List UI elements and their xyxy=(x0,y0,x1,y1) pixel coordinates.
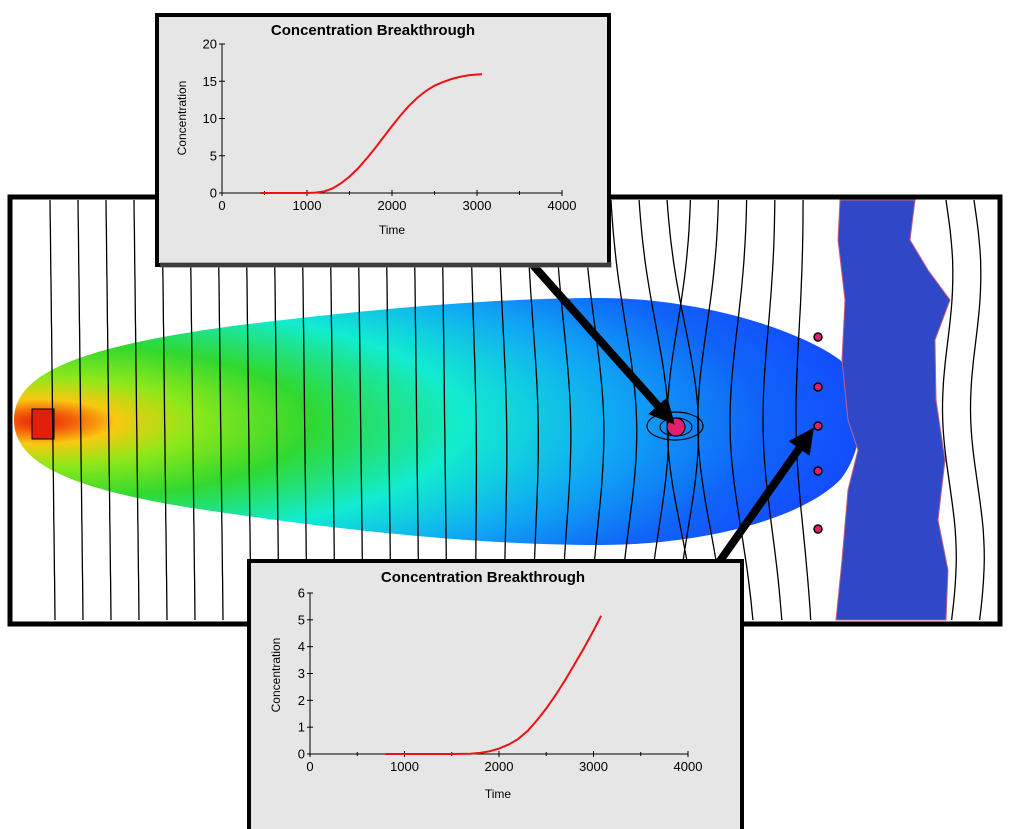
x-tick-label: 3000 xyxy=(463,198,492,213)
head-contour-line xyxy=(582,199,605,621)
head-contour-line xyxy=(189,199,196,621)
y-tick-label: 5 xyxy=(210,148,217,163)
y-tick-label: 10 xyxy=(203,111,217,126)
x-tick-label: 2000 xyxy=(378,198,407,213)
x-tick-label: 0 xyxy=(306,759,313,774)
head-contour-line xyxy=(133,199,140,621)
source-area xyxy=(31,408,55,440)
head-contour-line xyxy=(161,199,168,621)
y-axis-label: Concentration xyxy=(175,81,189,156)
x-tick-label: 1000 xyxy=(293,198,322,213)
head-contour-line xyxy=(525,199,539,621)
y-tick-label: 6 xyxy=(298,586,305,601)
chart-shadow xyxy=(160,262,612,268)
x-tick-label: 0 xyxy=(218,198,225,213)
head-contour-line xyxy=(795,199,812,621)
y-tick-label: 5 xyxy=(298,612,305,627)
x-tick-label: 1000 xyxy=(390,759,419,774)
contaminant-plume xyxy=(14,298,861,545)
head-contour-line xyxy=(729,199,754,621)
observation-well xyxy=(813,332,823,342)
y-tick-label: 0 xyxy=(210,186,217,201)
observation-well xyxy=(813,524,823,534)
head-contour-line xyxy=(413,199,420,621)
observation-well xyxy=(813,382,823,392)
y-tick-label: 20 xyxy=(203,37,217,52)
river xyxy=(835,199,951,621)
y-tick-label: 3 xyxy=(298,666,305,681)
y-axis-label: Concentration xyxy=(269,638,283,713)
plot-area: 0 1000 2000 3000 4000 0 5 10 15 20 xyxy=(203,37,577,214)
x-tick-label: 4000 xyxy=(548,198,577,213)
head-contour-line xyxy=(77,199,84,621)
head-contour-line xyxy=(697,199,725,621)
observation-wells xyxy=(813,332,823,534)
arrow-to-pumping-well xyxy=(513,243,675,425)
x-axis-label: Time xyxy=(379,223,406,237)
capture-zone-contour xyxy=(646,411,704,441)
observation-well xyxy=(813,421,823,431)
head-contour-line xyxy=(49,199,56,621)
x-tick-label: 2000 xyxy=(485,759,514,774)
head-contour-line xyxy=(610,199,638,621)
head-contour-line xyxy=(245,199,252,621)
head-contour-line xyxy=(441,199,448,621)
head-contour-line xyxy=(553,199,572,621)
y-tick-label: 2 xyxy=(298,693,305,708)
head-contour-line xyxy=(385,199,392,621)
x-tick-label: 3000 xyxy=(579,759,608,774)
chart-panel xyxy=(247,559,744,829)
head-contour-line xyxy=(105,199,112,621)
y-tick-label: 4 xyxy=(298,639,305,654)
head-contour-line xyxy=(301,199,308,621)
head-contours xyxy=(49,199,985,621)
plot-area: 0 1000 2000 3000 4000 0 1 2 3 4 5 6 xyxy=(298,586,703,775)
head-contour-line xyxy=(941,199,957,621)
pumping-well xyxy=(666,417,686,437)
chart-panel xyxy=(155,13,611,267)
y-tick-label: 15 xyxy=(203,74,217,89)
head-contour-line xyxy=(469,199,478,620)
chart-title: Concentration Breakthrough xyxy=(271,22,475,39)
breakthrough-chart-2: Concentration Breakthrough 0 1000 2000 3000… xyxy=(247,559,744,829)
head-contour-line xyxy=(969,199,985,621)
head-contour-line xyxy=(357,199,364,621)
model-domain xyxy=(7,194,1003,627)
head-contour-line xyxy=(329,199,336,621)
head-contour-line xyxy=(273,199,280,621)
series-line xyxy=(385,615,602,755)
y-tick-label: 0 xyxy=(298,747,305,762)
y-tick-label: 1 xyxy=(298,720,305,735)
chart-title: Concentration Breakthrough xyxy=(381,569,585,586)
breakthrough-chart-1: Concentration Breakthrough 0 1000 2000 3000… xyxy=(155,13,612,268)
head-contour-line xyxy=(217,199,224,621)
x-axis-label: Time xyxy=(485,787,512,801)
x-tick-label: 4000 xyxy=(674,759,703,774)
head-contour-line xyxy=(497,199,508,620)
head-contour-line xyxy=(762,199,783,621)
observation-well xyxy=(813,466,823,476)
series-line xyxy=(260,73,483,194)
